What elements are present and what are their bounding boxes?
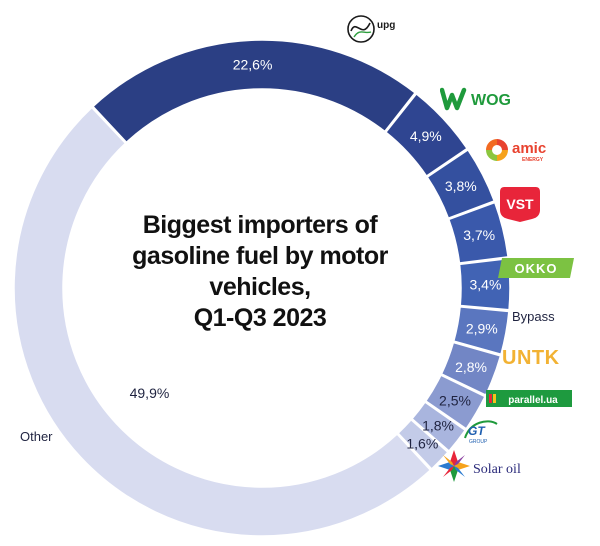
wog-w-icon [439, 87, 467, 111]
value-label-upg: 22,6% [233, 57, 273, 73]
value-label-parallel-ua: 2,5% [439, 393, 471, 409]
amic-logo-text: amic [512, 140, 546, 157]
chart-title-line-4: Q1-Q3 2023 [193, 304, 327, 332]
parallel-logo-text: parallel.ua [508, 395, 558, 406]
okko-banner-icon [498, 258, 574, 278]
donut-slice-amic-energy [426, 148, 496, 220]
untk-logo: UNTK [500, 344, 566, 370]
okko-logo-text: OKKO [515, 261, 558, 276]
vst-logo-text: VST [506, 196, 534, 212]
donut-slice-parallel-ua [424, 374, 486, 430]
solar-oil-logo: Solar oil [436, 446, 536, 486]
parallel-banner-icon [486, 390, 572, 407]
gt-group-logo: GT GROUP [462, 416, 500, 446]
donut-slice-vst [447, 201, 509, 264]
other-label: Other [20, 429, 53, 444]
donut-slice-untk [440, 341, 502, 397]
wog-logo-text: WOG [471, 92, 511, 109]
value-label-untk: 2,8% [455, 359, 487, 375]
value-label-gt-group: 1,8% [422, 418, 454, 434]
slice-value-labels: 22,6% 4,9% 3,8% 3,7% 3,4% 2,9% 2,8% 2,5% 1,8% 1,6… [130, 57, 502, 452]
gt-logo-subtext: GROUP [469, 439, 488, 445]
donut-slice-wog [384, 92, 469, 178]
bypass-label: Bypass [512, 309, 555, 324]
value-label-bypass: 2,9% [466, 321, 498, 337]
vst-badge-icon [500, 187, 540, 222]
value-label-amic-energy: 3,8% [445, 178, 477, 194]
gt-swoosh-icon [464, 420, 498, 439]
okko-logo: OKKO [498, 256, 578, 280]
value-label-solar-oil: 1,6% [406, 436, 438, 452]
donut-slices [13, 39, 511, 537]
solar-star-icon [438, 450, 470, 482]
upg-logo: upg [346, 14, 406, 44]
vst-logo: VST [498, 184, 542, 224]
gt-logo-text: GT [468, 424, 486, 438]
donut-slice-bypass [452, 306, 510, 356]
value-label-vst: 3,7% [463, 227, 495, 243]
value-label-other: 49,9% [130, 385, 170, 401]
amic-logo: amic ENERGY [484, 136, 560, 166]
donut-slice-other [13, 106, 432, 537]
amic-circle-icon [486, 139, 508, 161]
value-label-okko: 3,4% [470, 277, 502, 293]
chart-title: Biggest importers of gasoline fuel by mo… [115, 210, 405, 334]
donut-slice-gt-group [410, 401, 467, 452]
donut-slice-upg [91, 39, 417, 144]
upg-logo-text: upg [377, 20, 395, 31]
chart-title-line-3: vehicles, [209, 273, 311, 301]
donut-slice-solar-oil [397, 418, 449, 470]
parallel-logo: parallel.ua [486, 389, 572, 409]
chart-title-line-2: gasoline fuel by motor [132, 242, 388, 270]
wog-logo: WOG [439, 86, 520, 112]
solar-oil-logo-text: Solar oil [473, 462, 521, 477]
upg-emblem-icon: upg [347, 15, 395, 43]
untk-logo-text: UNTK [502, 347, 560, 369]
amic-logo-subtext: ENERGY [522, 157, 544, 163]
chart-title-line-1: Biggest importers of [142, 211, 378, 239]
value-label-wog: 4,9% [410, 128, 442, 144]
